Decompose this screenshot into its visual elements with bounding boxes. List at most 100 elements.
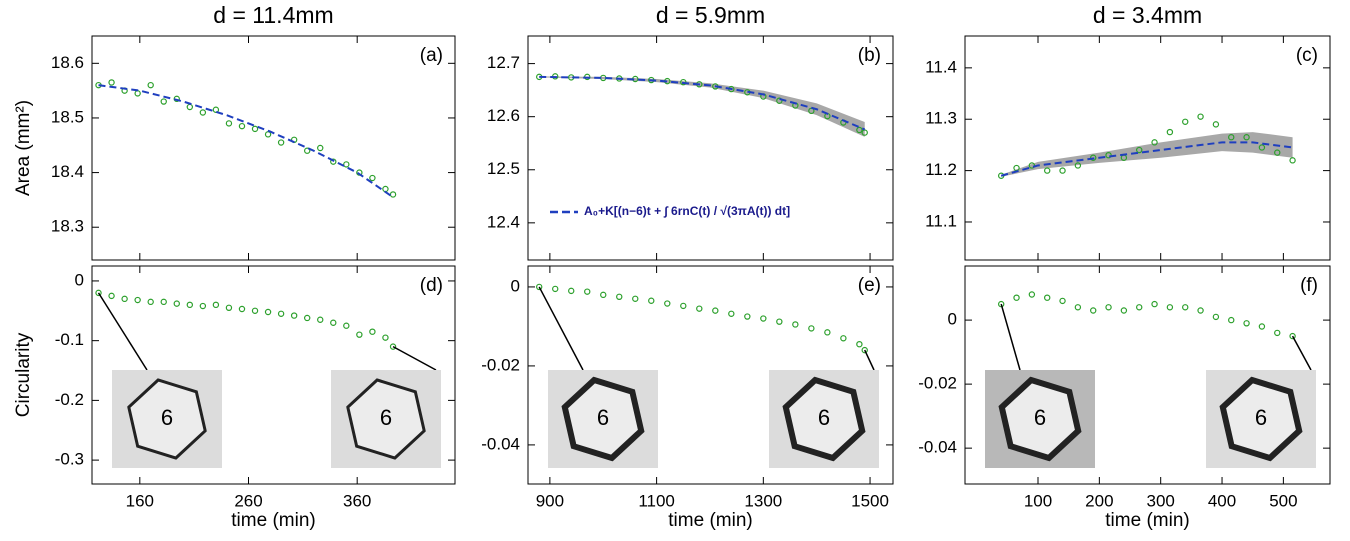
data-point [134,296,141,304]
data-point [1013,294,1020,301]
data-point [303,147,311,154]
data-point [696,305,703,312]
x-tick-label: 360 [343,491,371,510]
y-axis-label: Area (mm²) [13,100,34,196]
fit-line [539,75,866,131]
data-point [1136,146,1143,154]
data-point [1258,323,1266,330]
data-point [1074,162,1082,169]
data-point [330,319,337,326]
panel-label: (e) [858,275,881,296]
data-point [1105,151,1112,159]
data-point [160,98,167,105]
data-point [776,318,783,325]
data-point [108,79,115,86]
data-point [856,340,863,348]
data-point [186,103,194,111]
data-point [536,283,543,291]
data-point [389,191,397,198]
inset-label: 6 [1034,405,1046,430]
plot-frame [964,35,1331,261]
x-tick-label: 900 [536,491,564,510]
plot-frame [527,265,894,485]
x-tick-label: 300 [1147,491,1175,510]
data-point [1044,167,1051,174]
data-point [680,78,687,86]
data-point [1228,134,1235,141]
data-point [95,289,102,297]
y-tick-label: 18.5 [51,107,84,126]
x-tick-label: 1500 [851,491,889,510]
plot-frame [91,265,456,485]
data-point [330,158,337,165]
inset-label: 6 [380,405,392,430]
y-tick-label: 11.2 [925,160,957,179]
data-point [1197,113,1204,120]
y-tick-label: -0.02 [918,374,957,393]
x-axis-label: time (min) [1105,510,1189,531]
data-point [1228,316,1235,324]
x-tick-label: 1300 [744,491,782,510]
y-tick-label: -0.02 [481,355,520,374]
inset-label: 6 [597,405,609,430]
inset-label: 6 [1255,405,1267,430]
data-point [760,315,767,322]
y-tick-label: 11.1 [925,211,957,230]
panel-label: (d) [420,275,443,296]
data-point [1274,149,1281,156]
x-tick-label: 500 [1269,491,1297,510]
x-tick-label: 260 [234,491,262,510]
y-tick-label: 18.6 [51,53,84,72]
y-tick-label: 12.5 [487,159,520,178]
data-point [1044,294,1051,301]
data-point [225,304,233,312]
data-point [238,305,246,313]
inset-cell [1002,380,1078,458]
data-point [632,295,639,302]
y-tick-label: -0.04 [481,434,520,453]
data-point [1212,313,1220,321]
x-tick-label: 160 [126,491,154,510]
data-point [1074,304,1082,311]
panel-label: (f) [1300,275,1318,296]
y-axis-label: Circularity [13,332,34,417]
y-tick-label: 18.4 [51,162,84,181]
data-point [1182,304,1189,311]
confidence-band [539,76,865,137]
data-point [173,300,180,307]
data-point [173,95,180,103]
data-point [776,97,783,104]
panel-title: d = 11.4mm [213,2,333,28]
data-point [1120,307,1128,314]
y-tick-label: 0 [75,270,84,289]
data-point [1090,154,1097,161]
x-tick-label: 200 [1085,491,1113,510]
data-point [856,126,863,134]
connector [1000,303,1021,371]
inset-label: 6 [818,405,830,430]
y-tick-label: -0.1 [55,330,84,349]
inset-cell [1223,380,1299,458]
data-point [1105,304,1112,311]
inset-cell [348,380,424,458]
connector [97,292,148,371]
y-tick-label: -0.04 [918,438,957,457]
data-point [1182,118,1189,125]
data-point [824,329,831,336]
data-point [1090,307,1097,314]
data-point [225,120,233,127]
data-point [1151,139,1158,146]
data-point [121,295,128,303]
data-point [382,334,389,341]
data-point [108,292,115,300]
data-point [1243,134,1250,141]
legend-label: A₀+K[(n−6)t + ∫ 6rnC(t) / √(3πA(t)) dt] [584,204,790,218]
y-tick-label: 11.4 [925,57,957,76]
data-point [616,293,623,301]
data-point [712,307,719,314]
data-point [343,322,350,329]
x-tick-label: 400 [1208,491,1236,510]
panel-title: d = 5.9mm [656,2,765,28]
data-point [317,316,324,323]
data-point [238,122,246,130]
